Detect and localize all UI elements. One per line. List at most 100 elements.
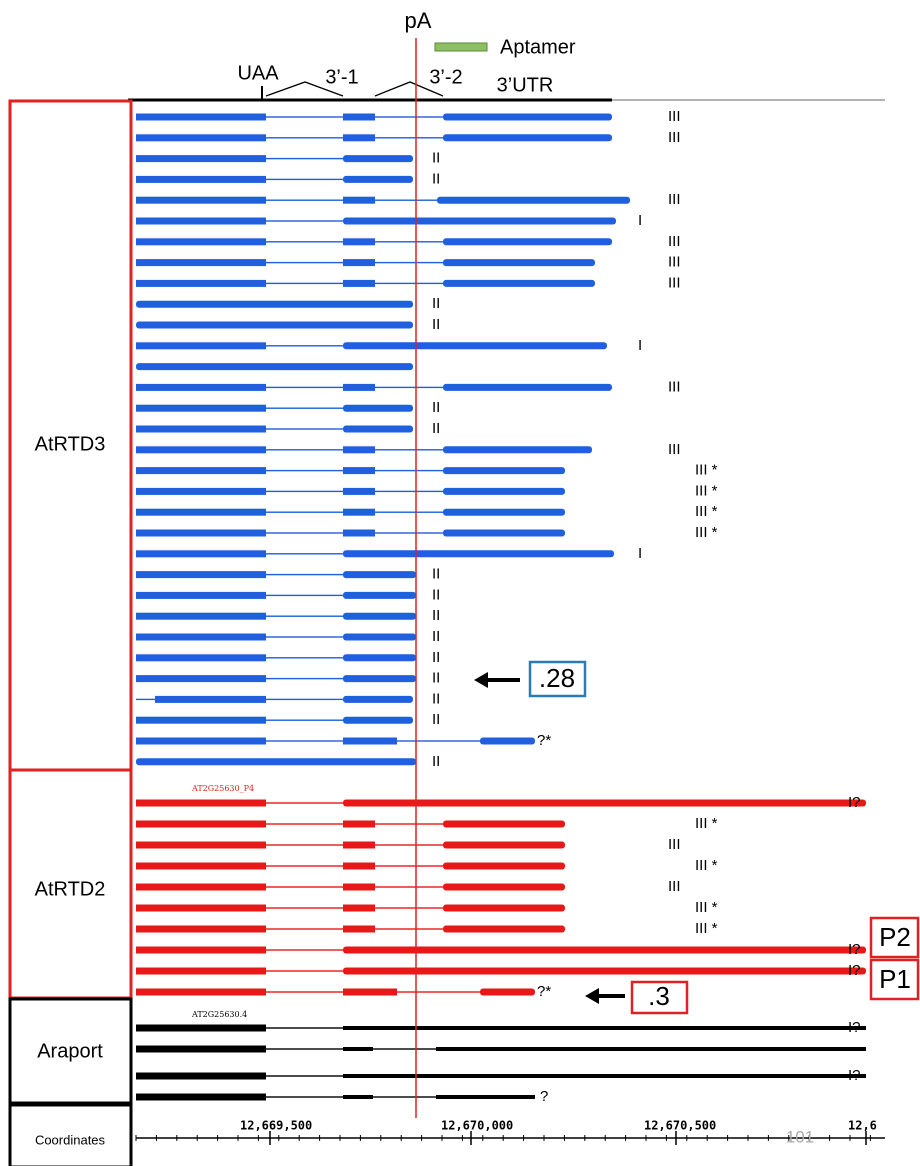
class-note: III * xyxy=(695,482,718,499)
class-note: II xyxy=(432,586,440,603)
exon xyxy=(136,571,266,579)
exon xyxy=(136,862,266,870)
splice-chevron xyxy=(265,81,344,97)
intron xyxy=(375,241,443,243)
class-note: III xyxy=(668,878,681,895)
class-note: III xyxy=(668,274,681,291)
callout: P1 xyxy=(879,964,911,994)
exon xyxy=(136,404,266,412)
exon xyxy=(480,988,535,996)
class-note: I? xyxy=(848,941,861,958)
intron xyxy=(375,116,443,118)
class-note: III xyxy=(668,129,681,146)
exon xyxy=(443,883,565,891)
intron xyxy=(266,802,343,804)
pa-label: pA xyxy=(405,8,432,33)
exon xyxy=(343,425,413,433)
exon xyxy=(343,196,375,204)
intron xyxy=(266,157,343,160)
class-note: ?* xyxy=(537,732,551,749)
page-number: 101 xyxy=(786,1127,814,1146)
class-note: II xyxy=(432,690,440,707)
exon xyxy=(343,550,614,558)
intron xyxy=(266,573,343,576)
exon xyxy=(437,196,630,204)
class-note: III xyxy=(668,378,681,395)
class-note: I? xyxy=(848,962,861,979)
exon xyxy=(136,758,416,766)
intron xyxy=(266,1027,343,1029)
intron xyxy=(266,886,343,888)
exon xyxy=(343,113,375,121)
exon xyxy=(343,134,375,142)
exon xyxy=(136,134,266,142)
intron xyxy=(266,677,343,680)
transcripts: IIIIIIIIIIIIIIIIIIIIIIIIIIIIIIIIIIIIIIII… xyxy=(136,108,866,1105)
exon xyxy=(136,487,266,495)
intron xyxy=(266,449,343,451)
exon xyxy=(343,633,416,641)
exon xyxy=(136,383,266,391)
class-note: III * xyxy=(695,920,718,937)
intron xyxy=(375,386,443,389)
exon xyxy=(343,571,416,579)
intron xyxy=(266,137,343,139)
exon xyxy=(136,883,266,891)
intron xyxy=(266,241,343,243)
exon xyxy=(480,1095,535,1099)
coord-label: 12,6 xyxy=(848,1119,877,1133)
intron xyxy=(375,282,443,285)
intron xyxy=(266,282,343,285)
exon xyxy=(343,967,866,975)
exon xyxy=(443,925,565,933)
class-note: II xyxy=(432,628,440,645)
intron xyxy=(266,928,343,930)
exon xyxy=(436,1047,866,1051)
exon xyxy=(343,904,375,912)
exon xyxy=(343,508,375,516)
section-label: Coordinates xyxy=(35,1132,106,1147)
callout: .3 xyxy=(648,981,670,1011)
class-note: I? xyxy=(848,794,861,811)
exon xyxy=(443,841,565,849)
class-note: II xyxy=(432,670,440,687)
class-note: II xyxy=(432,649,440,666)
exon xyxy=(343,675,416,683)
intron xyxy=(266,407,343,409)
intron xyxy=(375,469,443,472)
exon xyxy=(136,529,266,537)
exon xyxy=(443,820,565,828)
exon xyxy=(343,988,397,996)
exon xyxy=(443,134,612,142)
intron xyxy=(266,991,343,993)
exon xyxy=(136,155,266,163)
section-label: AtRTD3 xyxy=(35,433,106,455)
exon xyxy=(443,529,565,537)
exon xyxy=(136,446,266,454)
intron xyxy=(266,698,343,701)
class-note: III xyxy=(668,191,681,208)
exon xyxy=(136,467,266,475)
exon xyxy=(343,591,416,599)
class-note: II xyxy=(432,170,440,187)
exon xyxy=(136,113,266,121)
callout-box xyxy=(630,980,689,1015)
exon xyxy=(343,883,375,891)
exon xyxy=(343,467,375,475)
class-note: III xyxy=(668,836,681,853)
exon xyxy=(343,716,413,724)
exon xyxy=(480,737,535,745)
coord-label: 12,669,500 xyxy=(240,1119,312,1133)
intron xyxy=(266,719,343,721)
exon xyxy=(136,363,413,371)
exon xyxy=(136,654,266,662)
exon xyxy=(343,342,607,350)
coord-label: 12,670,500 xyxy=(644,1119,716,1133)
exon xyxy=(136,1072,266,1080)
exon xyxy=(136,988,266,996)
intron xyxy=(266,949,343,951)
class-note: I? xyxy=(848,1019,861,1036)
exon xyxy=(136,967,266,975)
intron xyxy=(266,594,343,597)
